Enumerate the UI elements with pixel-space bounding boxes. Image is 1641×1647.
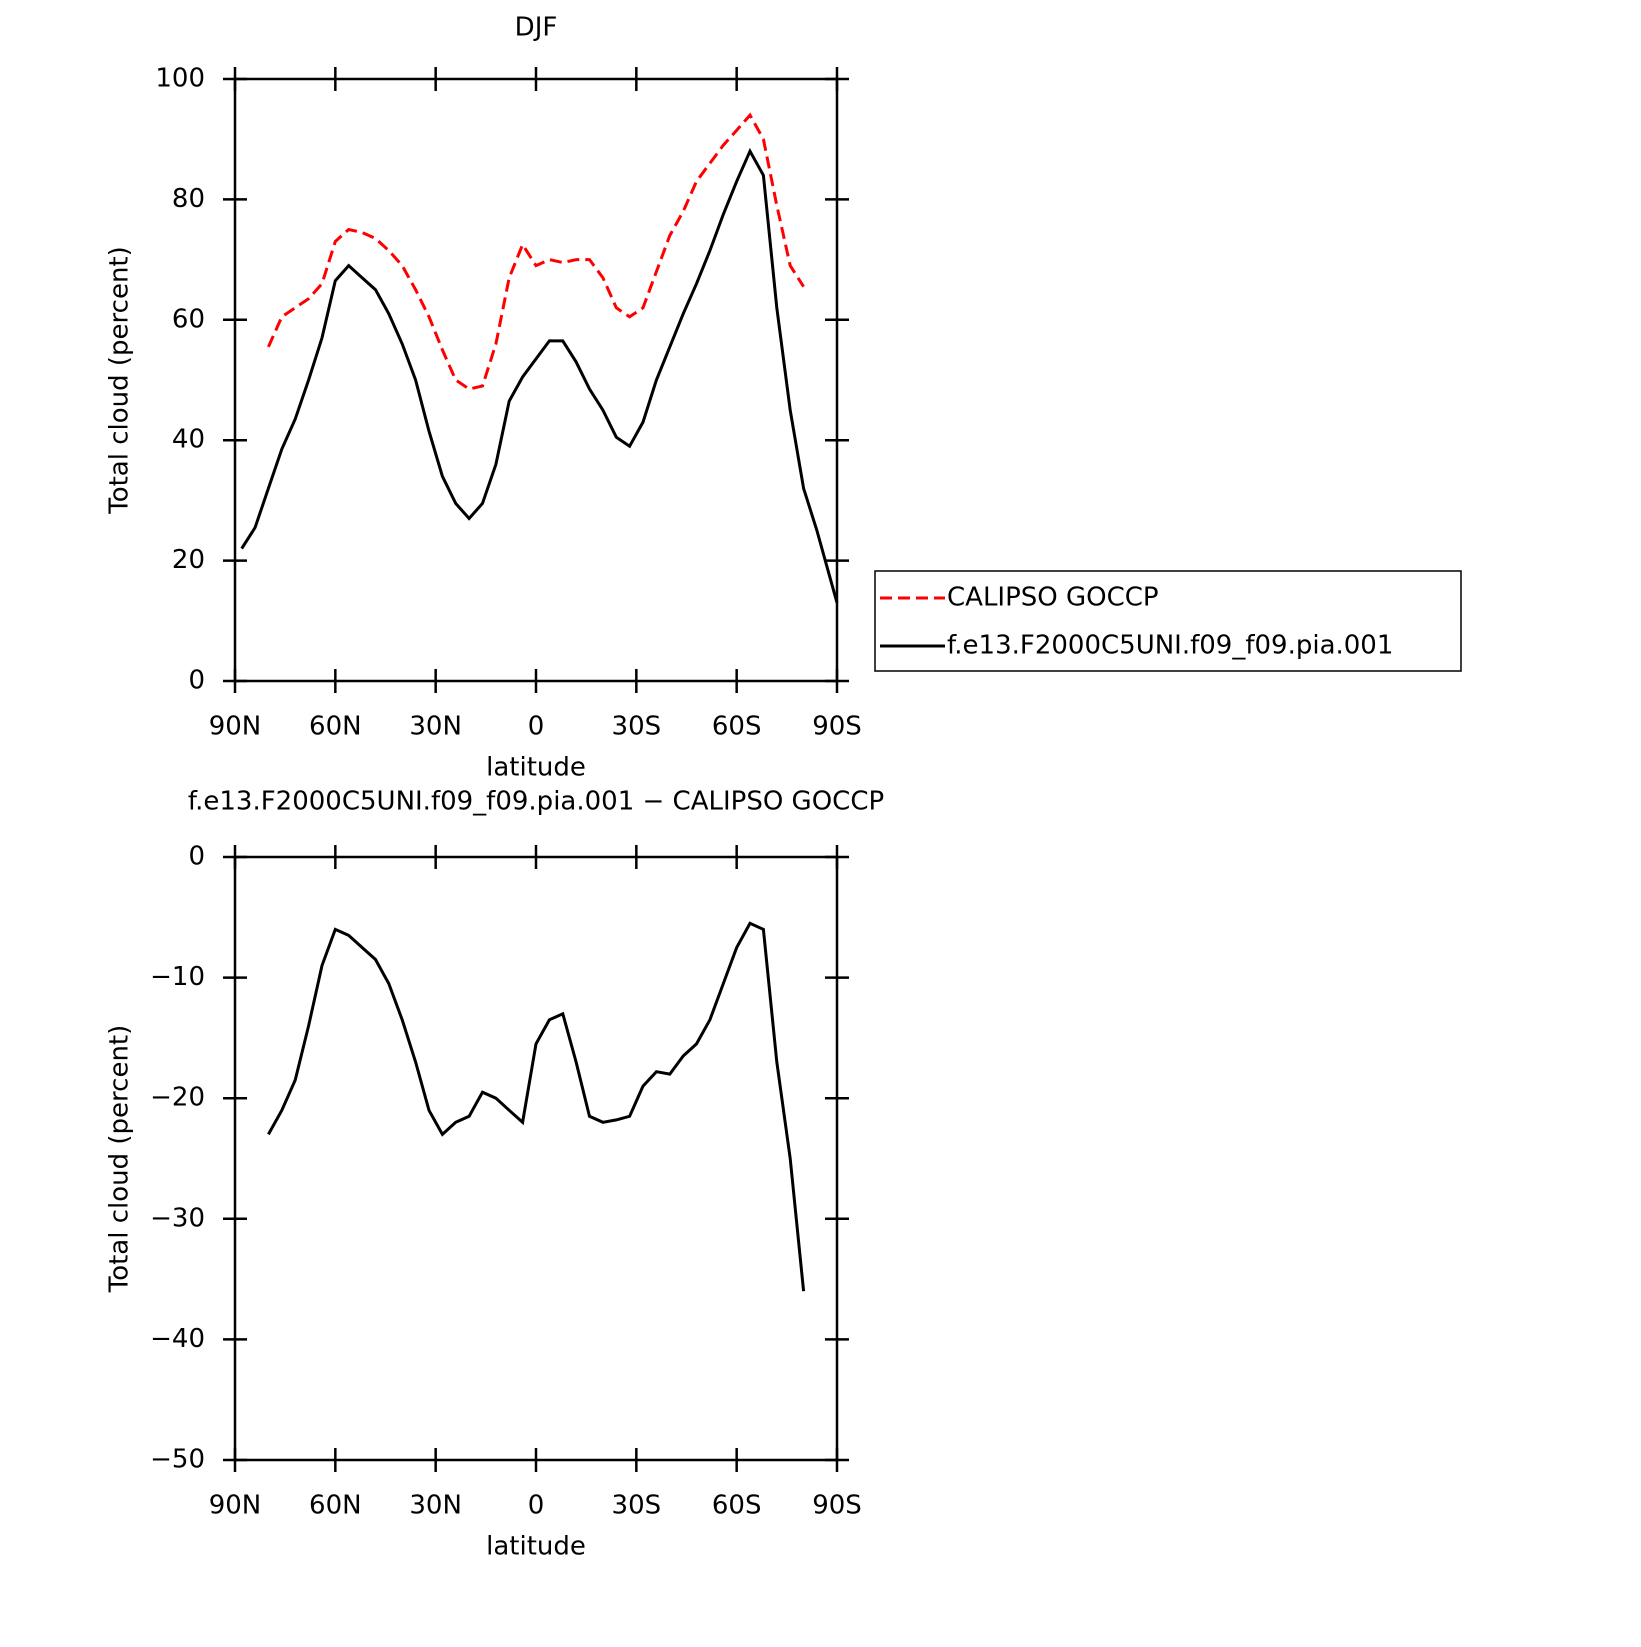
x-axis-label: latitude [486,753,586,783]
x-tick-label: 60S [712,712,762,742]
y-tick-label: 40 [172,425,205,455]
y-tick-label: −40 [150,1324,205,1354]
y-tick-label: −10 [150,962,205,992]
legend-box [874,570,1462,672]
x-tick-label: 30S [612,1491,662,1521]
x-tick-label: 30S [612,712,662,742]
y-tick-label: 20 [172,545,205,575]
y-tick-label: −50 [150,1445,205,1475]
y-tick-label: 60 [172,304,205,334]
plot-frame [233,77,839,683]
y-tick-label: −20 [150,1083,205,1113]
data-line [267,112,805,391]
data-line [240,147,839,604]
y-axis-label: Total cloud (percent) [105,1025,135,1294]
x-tick-label: 60N [309,1491,362,1521]
x-tick-label: 90S [812,712,862,742]
x-tick-label: 0 [528,712,545,742]
x-axis-label: latitude [486,1532,586,1562]
x-tick-label: 90N [209,1491,262,1521]
legend-label: CALIPSO GOCCP [947,583,1159,613]
x-tick-label: 30N [409,1491,462,1521]
chart-title: f.e13.F2000C5UNI.f09_f09.pia.001 − CALIP… [188,787,884,817]
y-tick-label: −30 [150,1203,205,1233]
y-axis-label: Total cloud (percent) [105,246,135,515]
y-tick-label: 100 [155,64,205,94]
y-tick-label: 0 [188,666,205,696]
x-tick-label: 60N [309,712,362,742]
x-tick-label: 60S [712,1491,762,1521]
legend-label: f.e13.F2000C5UNI.f09_f09.pia.001 [947,631,1393,661]
x-tick-label: 30N [409,712,462,742]
x-tick-label: 0 [528,1491,545,1521]
chart-title: DJF [515,13,558,43]
x-tick-label: 90S [812,1491,862,1521]
y-tick-label: 80 [172,184,205,214]
y-tick-label: 0 [188,842,205,872]
x-tick-label: 90N [209,712,262,742]
data-line [267,921,806,1292]
plot-frame [233,855,839,1462]
